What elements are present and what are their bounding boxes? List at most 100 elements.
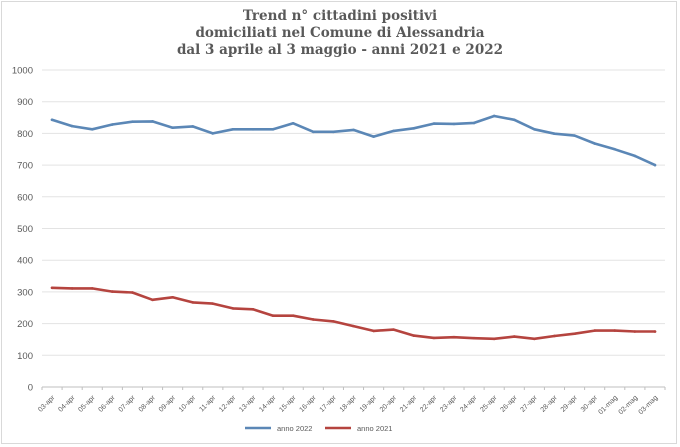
data-point — [171, 295, 174, 299]
data-point — [312, 130, 315, 134]
data-point — [452, 122, 456, 126]
data-point — [653, 163, 657, 167]
data-point — [573, 332, 576, 336]
x-tick-label: 14-apr — [258, 394, 278, 414]
legend-label-1: anno 2022 — [277, 424, 312, 433]
data-point — [251, 308, 255, 311]
x-tick-label: 26-apr — [499, 394, 519, 414]
data-point — [50, 118, 54, 122]
data-point — [553, 132, 556, 136]
data-point — [231, 307, 235, 310]
data-point — [432, 122, 436, 125]
data-point — [512, 335, 516, 338]
data-point — [472, 121, 476, 125]
data-point — [392, 328, 395, 331]
y-tick-label: 700 — [17, 161, 33, 172]
data-point — [90, 127, 94, 131]
data-point — [593, 142, 596, 145]
data-point — [191, 301, 195, 304]
y-tick-label: 0 — [28, 383, 33, 394]
x-tick-label: 04-apr — [57, 394, 77, 414]
chart-title-line-3: dal 3 aprile al 3 maggio - anni 2021 e 2… — [176, 42, 503, 58]
data-point — [372, 135, 375, 138]
data-point — [271, 314, 275, 317]
data-point — [452, 335, 456, 339]
data-point — [633, 330, 637, 333]
x-tick-label: 18-apr — [339, 394, 359, 414]
data-point — [171, 126, 174, 129]
data-point — [111, 290, 114, 293]
x-tick-label: 11-apr — [198, 394, 217, 413]
x-tick-label: 05-apr — [77, 394, 97, 414]
data-point — [271, 127, 275, 131]
data-point — [312, 318, 315, 321]
y-tick-label: 400 — [17, 256, 33, 267]
data-point — [151, 298, 154, 302]
data-point — [211, 302, 215, 305]
chart-title-line-2: domiciliati nel Comune di Alessandria — [195, 25, 485, 41]
data-point — [131, 291, 134, 294]
data-point — [352, 128, 355, 132]
series-line-1 — [50, 114, 657, 167]
x-tick-label: 03-apr — [37, 394, 57, 414]
y-tick-label: 600 — [17, 192, 33, 203]
x-tick-label: 20-apr — [379, 394, 399, 414]
legend-label-2: anno 2021 — [357, 424, 392, 433]
data-point — [191, 125, 195, 128]
x-tick-label: 12-apr — [218, 394, 238, 414]
data-point — [131, 120, 134, 123]
series-lines — [50, 114, 657, 341]
data-point — [70, 287, 74, 290]
data-point — [151, 120, 154, 123]
data-point — [492, 114, 496, 118]
x-tick-label: 28-apr — [540, 394, 560, 414]
x-tick-label: 19-apr — [359, 394, 379, 414]
x-tick-label: 22-apr — [419, 394, 439, 414]
y-axis: 0 100 200 300 400 500 600 700 800 900 1000 — [12, 66, 33, 394]
data-point — [553, 334, 556, 338]
data-point — [613, 147, 617, 151]
data-point — [70, 124, 74, 128]
data-point — [332, 320, 335, 323]
x-tick-label: 15-apr — [278, 394, 298, 414]
series-line-2 — [50, 286, 657, 341]
x-tick-label: 24-apr — [459, 394, 479, 414]
x-tick-label: 29-apr — [560, 394, 580, 414]
x-tick-label: 03-mag — [638, 394, 660, 416]
data-point — [231, 127, 235, 131]
data-point — [211, 132, 215, 135]
data-point — [90, 287, 94, 290]
data-point — [533, 127, 536, 131]
x-axis: 03-apr 04-apr 05-apr 06-apr 07-apr 08-apr 09-a… — [37, 387, 666, 416]
x-tick-label: 07-apr — [118, 394, 138, 414]
x-tick-label: 27-apr — [520, 394, 540, 414]
data-point — [633, 154, 637, 158]
x-tick-label: 21-apr — [399, 394, 419, 414]
legend: anno 2022 anno 2021 — [245, 424, 392, 433]
data-point — [432, 336, 436, 340]
data-point — [50, 286, 54, 290]
x-tick-label: 16-apr — [298, 394, 318, 414]
gridlines — [42, 69, 665, 388]
x-tick-label: 13-apr — [238, 394, 258, 414]
x-tick-label: 01-mag — [597, 394, 619, 416]
x-tick-label: 23-apr — [439, 394, 459, 414]
y-tick-label: 1000 — [12, 66, 33, 77]
data-point — [472, 336, 476, 340]
data-point — [573, 134, 576, 137]
data-point — [593, 329, 596, 332]
data-point — [653, 330, 657, 333]
data-point — [332, 130, 335, 134]
chart-title-line-1: Trend n° cittadini positivi — [242, 8, 438, 24]
data-point — [352, 324, 355, 328]
data-point — [533, 337, 536, 341]
data-point — [492, 337, 496, 341]
data-point — [291, 314, 295, 317]
data-point — [251, 127, 255, 131]
x-tick-label: 08-apr — [138, 394, 158, 414]
x-tick-label: 02-mag — [618, 394, 640, 416]
y-tick-label: 900 — [17, 97, 33, 108]
x-tick-label: 06-apr — [97, 394, 117, 414]
data-point — [372, 329, 375, 333]
